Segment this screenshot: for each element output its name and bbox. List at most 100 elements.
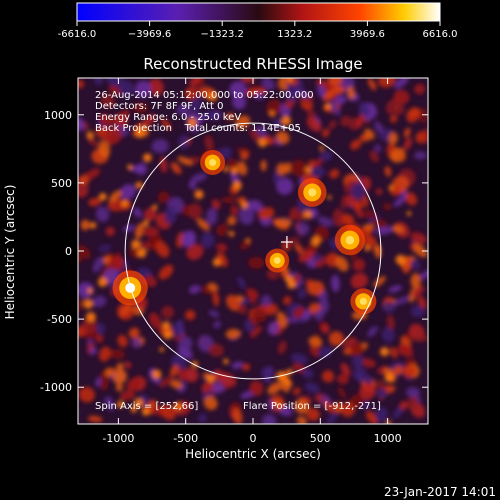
- noise-blob: [392, 365, 404, 376]
- noise-blob: [389, 114, 398, 123]
- noise-blob: [225, 328, 241, 340]
- noise-blob: [131, 337, 142, 348]
- noise-blob: [353, 367, 367, 381]
- noise-blob: [328, 331, 344, 347]
- noise-hot-spot: [152, 204, 158, 210]
- noise-blob: [340, 115, 351, 127]
- source-peak: [209, 158, 217, 166]
- noise-blob: [220, 373, 237, 387]
- noise-blob: [289, 212, 296, 220]
- x-tick-label: 500: [310, 432, 331, 445]
- y-tick-label: 1000: [44, 109, 72, 122]
- noise-blob: [261, 367, 274, 380]
- colorbar-ticks: -6616.0 −3969.6 −1323.2 1323.2 3969.6 6616.0: [58, 21, 458, 40]
- noise-blob: [374, 121, 384, 134]
- x-tick-label: -1000: [102, 432, 134, 445]
- noise-blob: [350, 139, 362, 150]
- noise-blob: [341, 194, 348, 210]
- noise-blob: [419, 269, 428, 280]
- noise-blob: [286, 316, 299, 324]
- noise-blob: [177, 156, 193, 166]
- noise-blob: [341, 401, 356, 417]
- noise-blob: [170, 379, 183, 389]
- noise-blob: [117, 334, 128, 348]
- noise-blob: [413, 151, 427, 160]
- noise-blob: [267, 398, 275, 412]
- noise-blob: [406, 387, 420, 398]
- noise-blob: [350, 272, 368, 289]
- noise-blob: [229, 81, 247, 98]
- noise-blob: [415, 131, 427, 144]
- noise-hot-spot: [127, 164, 133, 170]
- noise-blob: [202, 110, 220, 120]
- noise-hot-spot: [364, 245, 371, 252]
- noise-blob: [151, 139, 169, 154]
- noise-blob: [390, 147, 406, 163]
- noise-blob: [148, 78, 164, 96]
- noise-blob: [158, 264, 174, 280]
- noise-blob: [359, 101, 370, 117]
- noise-blob: [133, 102, 149, 113]
- colorbar-tick-label: −3969.6: [128, 29, 171, 40]
- noise-blob: [274, 218, 292, 228]
- noise-hot-spot: [379, 347, 390, 357]
- noise-blob: [85, 168, 101, 180]
- noise-blob: [295, 89, 311, 99]
- noise-blob: [317, 84, 327, 99]
- noise-hot-spot: [324, 103, 331, 110]
- noise-hot-spot: [86, 131, 94, 139]
- noise-blob: [337, 387, 347, 399]
- noise-blob: [99, 346, 111, 362]
- noise-hot-spot: [130, 406, 137, 413]
- noise-hot-spot: [133, 398, 144, 408]
- noise-blob: [350, 394, 364, 408]
- noise-blob: [403, 127, 411, 138]
- noise-hot-spot: [269, 110, 275, 117]
- noise-blob: [232, 408, 243, 424]
- noise-blob: [410, 259, 421, 270]
- noise-blob: [412, 335, 428, 342]
- noise-blob: [275, 130, 290, 144]
- noise-blob: [190, 172, 208, 183]
- noise-blob: [231, 361, 243, 370]
- noise-blob: [80, 219, 90, 231]
- noise-hot-spot: [212, 258, 222, 267]
- noise-blob: [328, 120, 337, 130]
- noise-blob: [179, 402, 192, 410]
- noise-hot-spot: [395, 254, 406, 265]
- noise-blob: [252, 309, 267, 323]
- noise-blob: [390, 347, 398, 359]
- heatmap-noise: [78, 78, 428, 424]
- noise-blob: [394, 78, 409, 89]
- noise-blob: [78, 245, 91, 260]
- colorbar-tick-label: 3969.6: [350, 29, 385, 40]
- noise-blob: [369, 150, 379, 163]
- noise-blob: [143, 207, 157, 222]
- info-line-2: Detectors: 7F 8F 9F, Att 0: [95, 101, 223, 112]
- noise-blob: [204, 135, 214, 151]
- noise-blob: [267, 381, 283, 395]
- noise-blob: [116, 362, 124, 371]
- noise-blob: [407, 396, 418, 411]
- noise-hot-spot: [319, 146, 324, 151]
- noise-blob: [410, 232, 427, 244]
- noise-hot-spot: [162, 321, 171, 330]
- noise-blob: [267, 321, 279, 336]
- noise-hot-spot: [230, 167, 238, 175]
- noise-blob: [333, 402, 344, 414]
- noise-blob: [361, 194, 369, 208]
- noise-blob: [88, 197, 102, 207]
- noise-blob: [261, 414, 277, 424]
- noise-blob: [159, 156, 168, 173]
- noise-blob: [352, 258, 366, 272]
- noise-blob: [319, 151, 333, 162]
- noise-blob: [294, 398, 310, 414]
- noise-blob: [149, 312, 162, 329]
- noise-hot-spot: [142, 220, 149, 227]
- info-block: 26-Aug-2014 05:12:00.000 to 05:22:00.000…: [95, 90, 314, 134]
- colorbar-tick-label: 6616.0: [423, 29, 458, 40]
- noise-blob: [196, 218, 210, 231]
- noise-hot-spot: [281, 115, 291, 126]
- noise-blob: [158, 375, 175, 388]
- noise-blob: [161, 305, 175, 319]
